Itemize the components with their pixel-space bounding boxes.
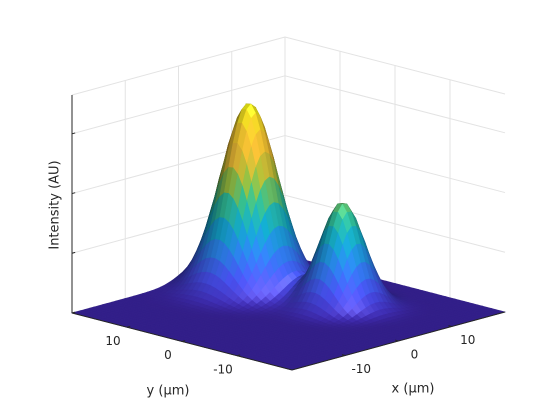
z-tick — [71, 251, 76, 254]
y-tick — [126, 325, 131, 328]
surface — [70, 103, 507, 371]
y-tick-label: -10 — [213, 362, 233, 376]
x-axis-label: x (μm) — [392, 382, 435, 397]
y-axis-label: y (μm) — [147, 384, 190, 399]
grid-line — [284, 194, 506, 253]
box-edge — [71, 36, 286, 96]
y-tick — [236, 354, 241, 357]
grid-line — [71, 75, 286, 135]
x-tick-label: 0 — [411, 348, 419, 362]
x-tick — [341, 354, 346, 356]
x-tick-label: -10 — [351, 362, 371, 376]
box-edge — [284, 36, 506, 95]
z-tick — [71, 311, 76, 314]
y-tick — [181, 340, 186, 342]
z-tick — [71, 192, 76, 195]
x-tick — [448, 325, 452, 327]
z-axis-label: Intensity (AU) — [48, 160, 63, 249]
y-tick-label: 10 — [105, 334, 120, 348]
grid-line — [284, 135, 506, 194]
z-tick — [71, 132, 76, 135]
x-tick — [395, 339, 399, 342]
y-tick-label: 0 — [164, 348, 172, 362]
x-tick-label: 10 — [460, 333, 475, 347]
grid-line — [284, 75, 506, 134]
